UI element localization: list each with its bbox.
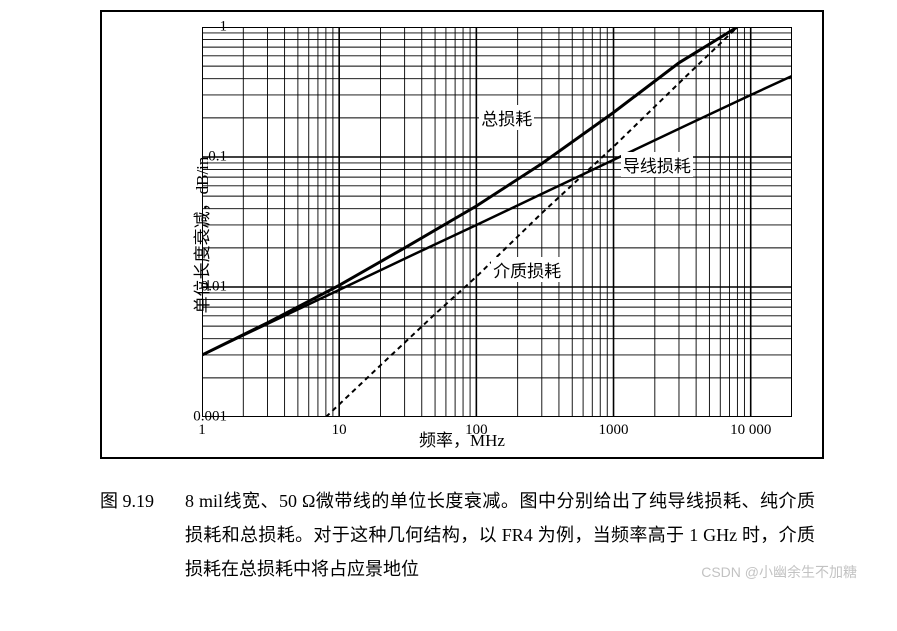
- chart-box: 单位长度衰减，dB/in 0.0010.010.11 110100100010 …: [100, 10, 824, 459]
- caption-label: 图 9.19: [100, 484, 185, 518]
- x-tick-label: 1000: [599, 422, 629, 439]
- plot-svg: [202, 27, 792, 417]
- x-axis-label: 频率，MHz: [419, 426, 505, 451]
- plot-area: [202, 27, 792, 417]
- y-tick-label: 0.1: [208, 149, 227, 166]
- series-label-total_loss: 总损耗: [479, 105, 534, 130]
- x-tick-label: 10: [332, 422, 347, 439]
- series-label-conductor_loss: 导线损耗: [621, 152, 693, 177]
- x-tick-label: 10 000: [730, 422, 771, 439]
- figure-container: 单位长度衰减，dB/in 0.0010.010.11 110100100010 …: [10, 10, 887, 587]
- series-label-dielectric_loss: 介质损耗: [491, 257, 563, 282]
- y-tick-label: 0.01: [201, 279, 227, 296]
- x-tick-label: 1: [198, 422, 206, 439]
- watermark: CSDN @小幽余生不加糖: [701, 562, 857, 582]
- y-tick-label: 1: [220, 19, 228, 36]
